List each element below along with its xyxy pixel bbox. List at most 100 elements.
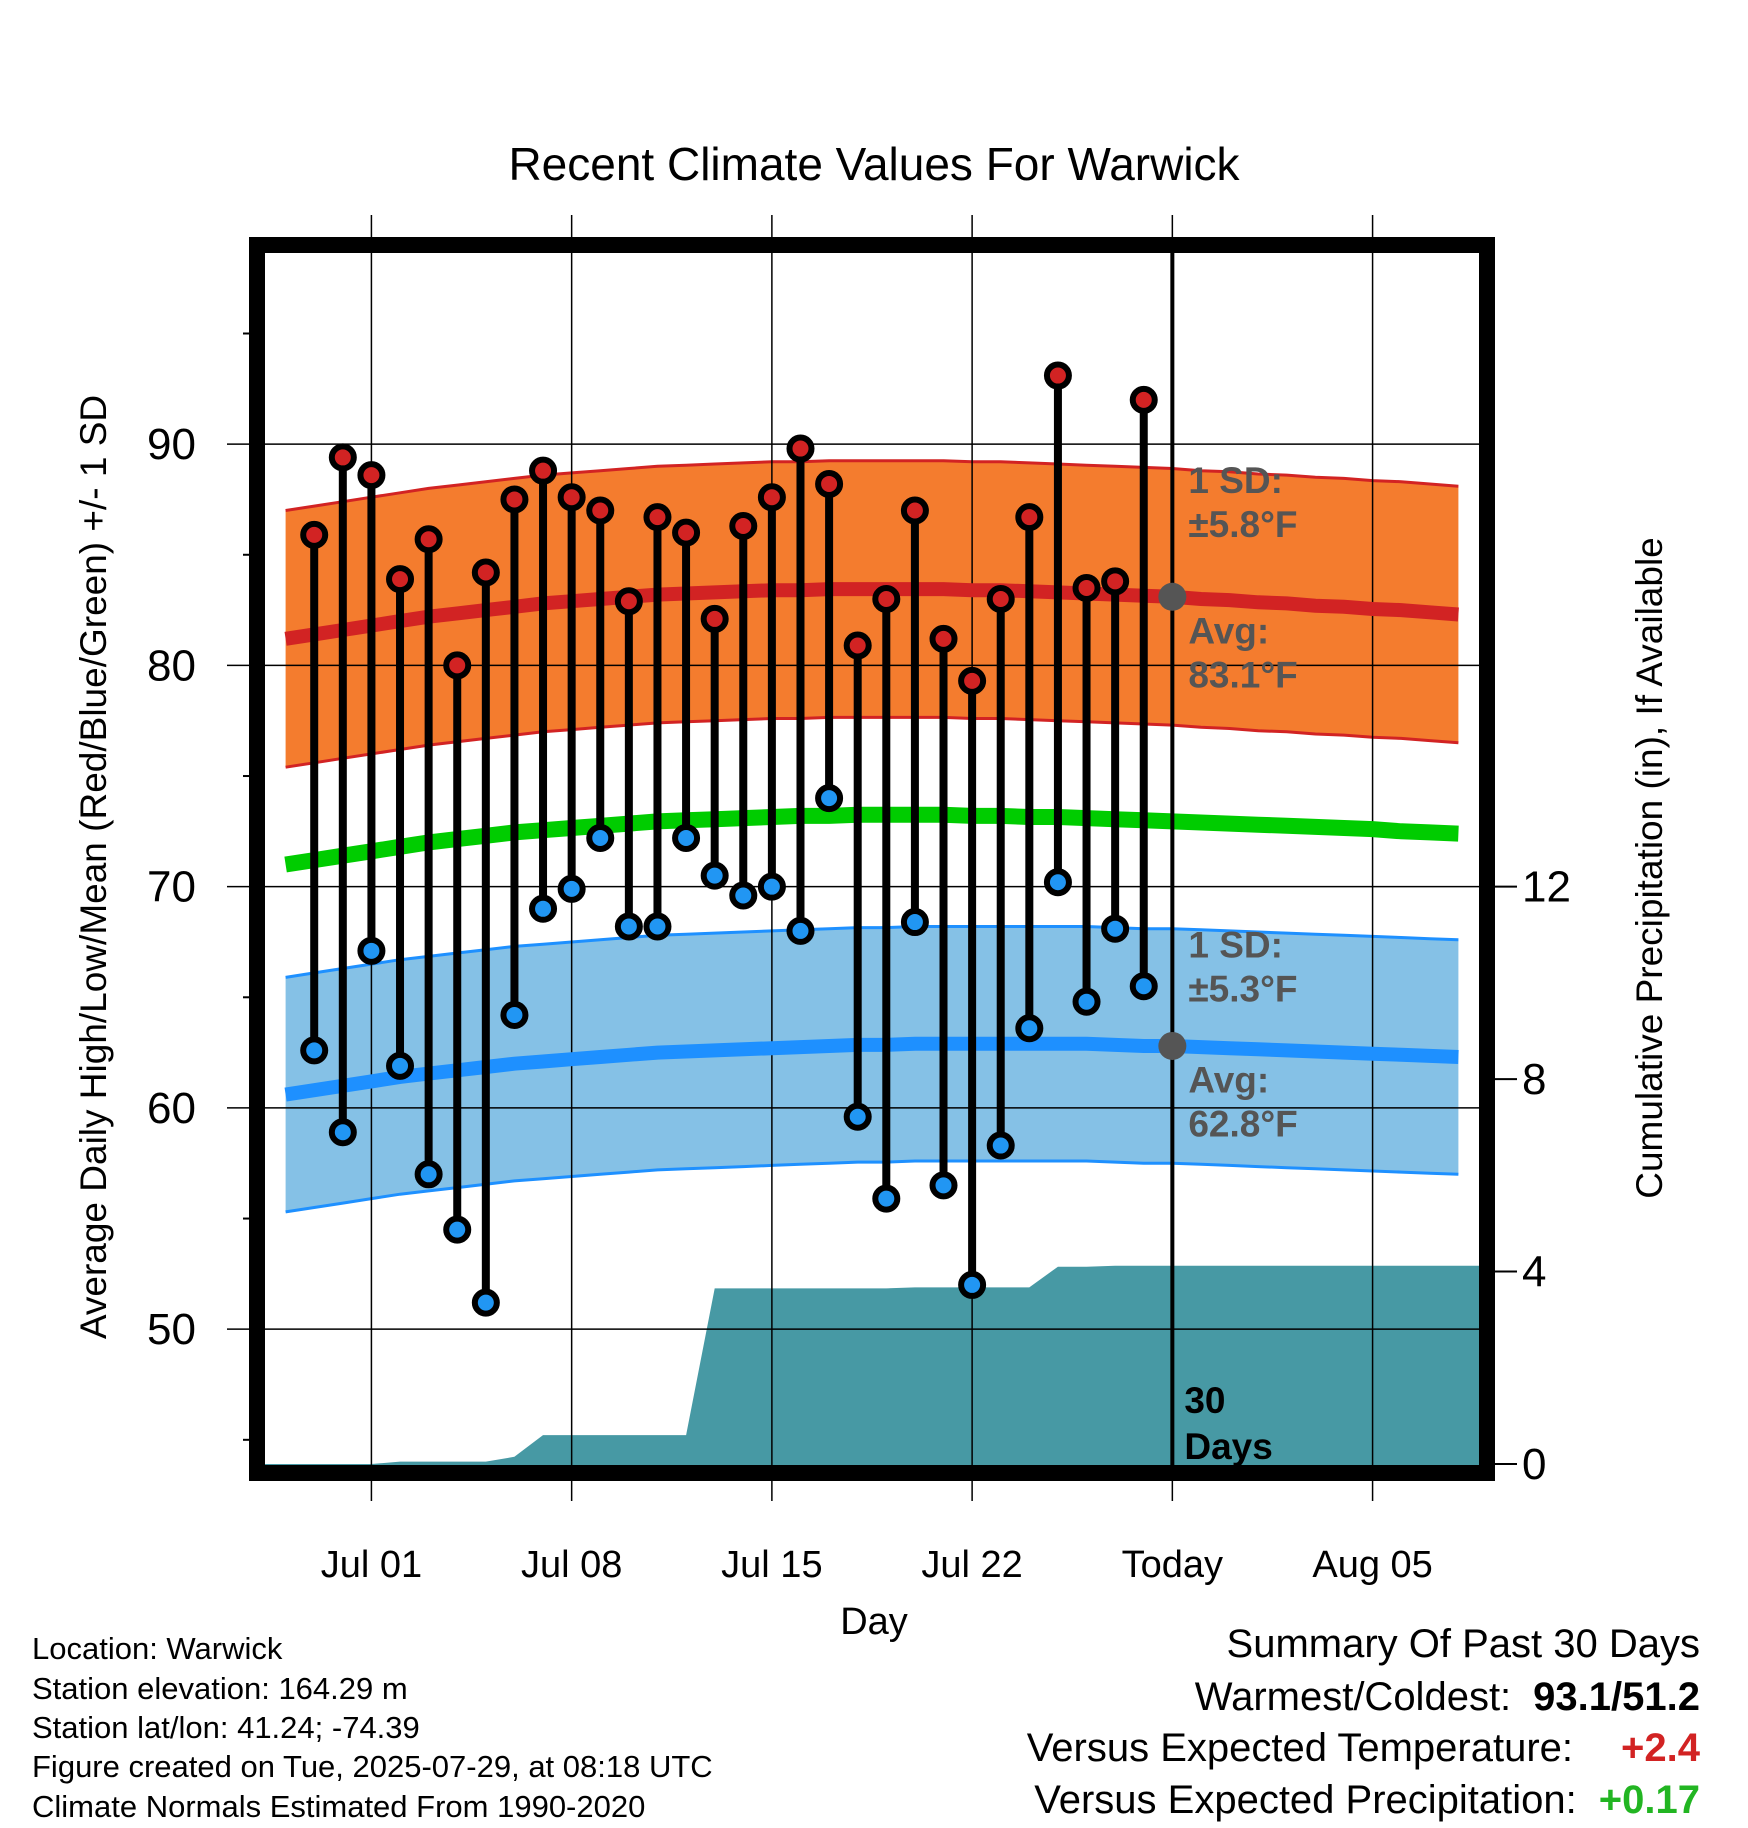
info-elevation: Station elevation: 164.29 m (32, 1671, 408, 1706)
daily-low-point (872, 1184, 901, 1213)
y2-tick-label: 4 (1522, 1248, 1546, 1297)
daily-high-point (443, 651, 472, 680)
plot-frame (249, 237, 1495, 1481)
daily-low-point (614, 912, 643, 941)
x-axis-label: Day (840, 1601, 908, 1643)
high-sd-value: ±5.8°F (1188, 504, 1297, 545)
daily-low-point (786, 916, 815, 945)
daily-low-point (357, 936, 386, 965)
daily-high-point (1072, 573, 1101, 602)
high-band-lower-edge (285, 715, 1459, 769)
daily-high-point (586, 496, 615, 525)
high-sd-band (285, 460, 1459, 768)
daily-observations (300, 361, 1158, 1317)
daily-high-point (386, 565, 415, 594)
daily-low-point (643, 912, 672, 941)
daily-low-point (700, 861, 729, 890)
daily-low-point (843, 1102, 872, 1131)
daily-high-point (872, 585, 901, 614)
daily-low-point (471, 1288, 500, 1317)
window-days-number: 30 (1184, 1380, 1225, 1421)
today-low-avg-dot (1158, 1031, 1187, 1060)
info-location: Location: Warwick (32, 1631, 283, 1666)
low-band-lower-edge (285, 1159, 1459, 1214)
y-tick-label: 50 (147, 1305, 196, 1354)
chart-title: Recent Climate Values For Warwick (508, 138, 1240, 190)
daily-high-point (729, 512, 758, 541)
summary-heading: Summary Of Past 30 Days (1227, 1622, 1700, 1667)
daily-low-point (986, 1131, 1015, 1160)
y2-tick-label: 0 (1522, 1440, 1546, 1489)
daily-high-point (529, 456, 558, 485)
high-avg-label: Avg: (1188, 610, 1269, 651)
x-tick-label: Jul 15 (721, 1544, 822, 1586)
precip-label: Versus Expected Precipitation: (1034, 1778, 1577, 1822)
daily-low-point (1043, 868, 1072, 897)
x-tick-label: Today (1122, 1544, 1223, 1586)
daily-low-point (1101, 914, 1130, 943)
normal-lines (284, 582, 1459, 1102)
high-band-upper-edge (285, 459, 1459, 512)
daily-low-point (815, 784, 844, 813)
y2-axis-label: Cumulative Precipitation (in), If Availa… (1629, 537, 1670, 1199)
daily-high-point (328, 443, 357, 472)
low-sd-value: ±5.3°F (1188, 969, 1297, 1010)
daily-low-point (557, 874, 586, 903)
x-tick-label: Jul 22 (921, 1544, 1022, 1586)
daily-low-point (328, 1118, 357, 1147)
daily-high-point (757, 483, 786, 512)
summary-precipitation: Versus Expected Precipitation: +0.17 (1034, 1778, 1700, 1823)
low-sd-band (285, 926, 1459, 1212)
daily-low-point (672, 823, 701, 852)
daily-low-point (1072, 987, 1101, 1016)
y2-tick-label: 12 (1522, 863, 1571, 912)
high-sd-label: 1 SD: (1188, 460, 1283, 501)
y-tick-label: 90 (147, 420, 196, 469)
daily-high-point (843, 631, 872, 660)
y2-tick-label: 8 (1522, 1055, 1546, 1104)
daily-high-point (700, 604, 729, 633)
daily-high-point (929, 624, 958, 653)
y-axis-label: Average Daily High/Low/Mean (Red/Blue/Gr… (73, 395, 114, 1339)
daily-high-point (786, 434, 815, 463)
daily-low-point (443, 1215, 472, 1244)
today-high-avg-dot (1158, 582, 1187, 611)
daily-high-point (1129, 385, 1158, 414)
warm-cold-value: 93.1/51.2 (1533, 1675, 1700, 1719)
warm-cold-label: Warmest/Coldest: (1194, 1675, 1512, 1719)
daily-low-point (757, 872, 786, 901)
daily-high-point (471, 558, 500, 587)
low-avg-label: Avg: (1188, 1059, 1269, 1100)
cumulative-precip-area (257, 1265, 1487, 1473)
daily-high-point (614, 587, 643, 616)
plot-border (249, 237, 1495, 1481)
daily-high-point (500, 485, 529, 514)
daily-high-point (1101, 567, 1130, 596)
daily-high-point (986, 585, 1015, 614)
info-normals: Climate Normals Estimated From 1990-2020 (32, 1789, 646, 1824)
x-tick-label: Jul 08 (521, 1544, 622, 1586)
y-tick-label: 60 (147, 1084, 196, 1133)
daily-low-point (900, 908, 929, 937)
y-tick-label: 80 (147, 641, 196, 690)
low-avg-value: 62.8°F (1188, 1104, 1297, 1145)
temp-value: +2.4 (1621, 1726, 1700, 1770)
daily-low-point (1129, 972, 1158, 1001)
high-avg-value: 83.1°F (1188, 655, 1297, 696)
daily-low-point (386, 1051, 415, 1080)
summary-heading-text: Summary Of Past 30 Days (1226, 1622, 1700, 1666)
low-band-upper-edge (285, 925, 1459, 979)
summary-temperature: Versus Expected Temperature: +2.4 (1027, 1726, 1700, 1771)
normal-high-line (284, 582, 1459, 646)
daily-low-point (586, 823, 615, 852)
x-tick-label: Aug 05 (1312, 1544, 1432, 1586)
y-tick-label: 70 (147, 863, 196, 912)
summary-warm-cold: Warmest/Coldest: 93.1/51.2 (1195, 1675, 1700, 1720)
daily-high-point (900, 496, 929, 525)
daily-high-point (643, 503, 672, 532)
daily-low-point (1015, 1014, 1044, 1043)
precip-value: +0.17 (1598, 1778, 1700, 1822)
daily-high-point (1015, 503, 1044, 532)
